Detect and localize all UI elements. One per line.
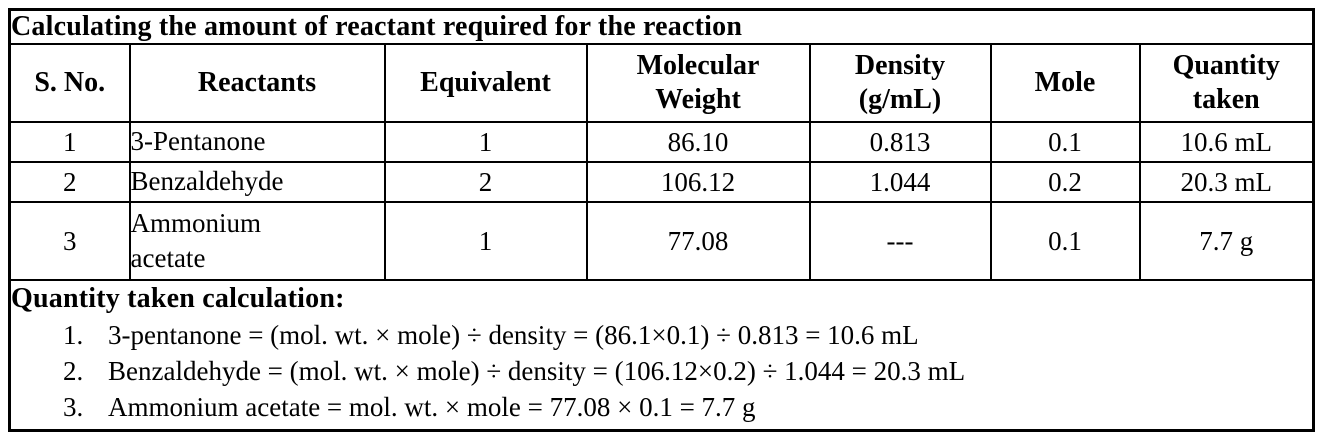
table-header-row: S. No. Reactants Equivalent Molecular We… [8, 43, 1315, 123]
calculation-section: Quantity taken calculation: 1. 3-pentano… [8, 279, 1315, 431]
cell-sno: 3 [8, 201, 131, 281]
cell-mole: 0.2 [989, 161, 1141, 203]
cell-molecular-weight: 106.12 [585, 161, 811, 203]
calculation-item: 2. Benzaldehyde = (mol. wt. × mole) ÷ de… [12, 353, 1312, 389]
cell-equivalent: 2 [383, 161, 588, 203]
cell-mole: 0.1 [989, 121, 1141, 163]
calculation-row: Quantity taken calculation: 1. 3-pentano… [8, 279, 1315, 431]
cell-sno: 2 [8, 161, 131, 203]
column-header-equivalent: Equivalent [383, 43, 588, 123]
cell-reactant: 3-Pentanone [128, 121, 386, 163]
column-header-density: Density (g/mL) [808, 43, 992, 123]
reactant-quantity-table: Calculating the amount of reactant requi… [8, 8, 1315, 432]
reactant-table-sheet: Calculating the amount of reactant requi… [8, 8, 1315, 432]
column-header-mole: Mole [989, 43, 1141, 123]
cell-mole: 0.1 [989, 201, 1141, 281]
cell-quantity-taken: 7.7 g [1138, 201, 1315, 281]
calculation-item-number: 1. [63, 320, 84, 350]
cell-reactant: Benzaldehyde [128, 161, 386, 203]
cell-density: --- [808, 201, 992, 281]
cell-density: 1.044 [808, 161, 992, 203]
cell-molecular-weight: 77.08 [585, 201, 811, 281]
column-header-molecular-weight: Molecular Weight [585, 43, 811, 123]
calculation-item-number: 2. [63, 356, 84, 386]
cell-equivalent: 1 [383, 201, 588, 281]
table-title: Calculating the amount of reactant requi… [8, 8, 1315, 45]
calculation-item-number: 3. [63, 392, 84, 422]
table-row: 2 Benzaldehyde 2 106.12 1.044 0.2 20.3 m… [8, 161, 1315, 203]
calculation-heading: Quantity taken calculation: [11, 283, 345, 314]
calculation-item: 1. 3-pentanone = (mol. wt. × mole) ÷ den… [12, 317, 1312, 353]
cell-quantity-taken: 20.3 mL [1138, 161, 1315, 203]
cell-density: 0.813 [808, 121, 992, 163]
column-header-reactants: Reactants [128, 43, 386, 123]
cell-sno: 1 [8, 121, 131, 163]
cell-equivalent: 1 [383, 121, 588, 163]
table-row: 3 Ammonium acetate 1 77.08 --- 0.1 7.7 g [8, 201, 1315, 281]
column-header-sno: S. No. [8, 43, 131, 123]
cell-reactant: Ammonium acetate [128, 201, 386, 281]
calculation-item: 3. Ammonium acetate = mol. wt. × mole = … [12, 389, 1312, 425]
table-row: 1 3-Pentanone 1 86.10 0.813 0.1 10.6 mL [8, 121, 1315, 163]
column-header-quantity-taken: Quantity taken [1138, 43, 1315, 123]
cell-quantity-taken: 10.6 mL [1138, 121, 1315, 163]
calculation-item-text: Benzaldehyde = (mol. wt. × mole) ÷ densi… [108, 356, 966, 386]
table-title-row: Calculating the amount of reactant requi… [8, 8, 1315, 45]
calculation-item-text: Ammonium acetate = mol. wt. × mole = 77.… [108, 392, 756, 422]
calculation-item-text: 3-pentanone = (mol. wt. × mole) ÷ densit… [108, 320, 919, 350]
cell-molecular-weight: 86.10 [585, 121, 811, 163]
